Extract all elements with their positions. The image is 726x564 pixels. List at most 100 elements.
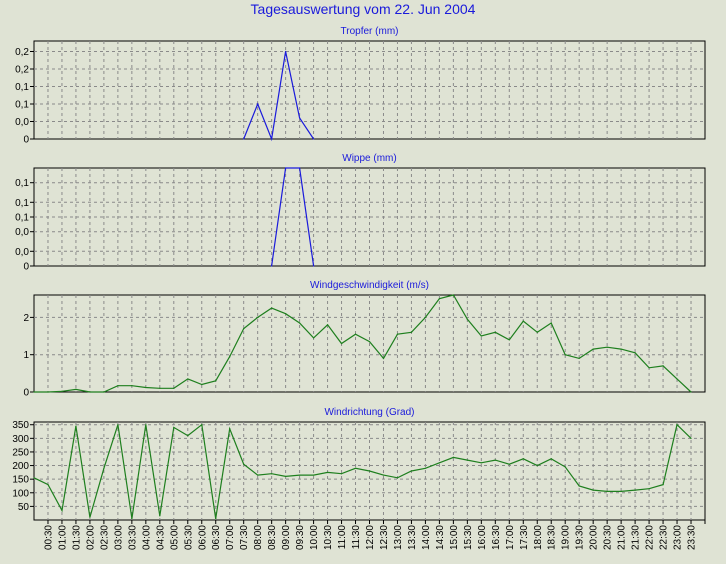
x-tick-label: 20:30	[603, 525, 614, 550]
x-tick-label: 05:00	[169, 525, 180, 550]
data-point	[75, 388, 77, 390]
data-point	[103, 391, 105, 393]
data-point	[396, 477, 399, 479]
data-point	[424, 316, 427, 318]
data-point	[606, 490, 608, 493]
data-point	[173, 426, 175, 429]
series-line	[243, 51, 315, 142]
data-point	[117, 424, 119, 426]
data-point	[285, 313, 287, 315]
x-tick-label: 02:30	[99, 525, 110, 550]
data-point	[410, 331, 413, 333]
data-point	[117, 385, 119, 387]
y-tick-label: 0	[23, 388, 29, 399]
data-point	[536, 331, 538, 333]
data-point	[271, 138, 273, 140]
chart-title: Windgeschwindigkeit (m/s)	[310, 280, 429, 291]
data-point	[159, 515, 161, 517]
x-tick-label: 21:00	[617, 525, 628, 550]
data-point	[173, 387, 175, 389]
data-point	[326, 324, 329, 326]
y-tick-label: 0,1	[15, 178, 29, 189]
x-tick-label: 21:30	[631, 525, 642, 550]
data-point	[131, 518, 133, 520]
x-tick-label: 15:00	[449, 525, 460, 550]
data-point	[354, 467, 357, 469]
data-point	[312, 138, 315, 140]
data-point	[536, 464, 538, 467]
data-point	[243, 327, 245, 330]
data-point	[494, 331, 496, 333]
data-point	[452, 294, 454, 296]
x-tick-label: 17:30	[519, 525, 530, 550]
data-point	[187, 435, 189, 437]
y-tick-label: 0,1	[15, 213, 29, 224]
data-point	[382, 474, 385, 476]
data-point	[131, 385, 133, 387]
data-point	[159, 387, 161, 389]
data-point	[271, 307, 273, 309]
data-point	[243, 138, 245, 140]
series-line	[271, 167, 315, 267]
x-tick-label: 07:00	[225, 525, 236, 550]
x-tick-label: 14:30	[435, 525, 446, 550]
data-point	[299, 117, 301, 119]
data-point	[452, 456, 454, 458]
y-tick-label: 150	[12, 475, 29, 486]
data-point	[438, 462, 440, 464]
data-point	[145, 386, 147, 389]
data-point	[578, 485, 580, 487]
x-tick-label: 16:30	[491, 525, 502, 550]
series-line	[33, 423, 692, 519]
x-tick-label: 04:00	[141, 525, 152, 550]
y-tick-label: 0,2	[15, 65, 29, 76]
data-point	[271, 265, 273, 267]
data-point	[676, 424, 678, 426]
y-tick-label: 2	[23, 313, 29, 324]
data-point	[648, 367, 650, 369]
data-point	[676, 378, 678, 380]
y-tick-label: 350	[12, 420, 29, 431]
data-point	[243, 463, 245, 465]
data-point	[438, 298, 440, 300]
data-point	[285, 167, 287, 169]
data-point	[201, 383, 203, 386]
x-tick-label: 18:30	[547, 525, 558, 550]
data-point	[578, 357, 580, 360]
data-point	[312, 265, 315, 267]
x-tick-label: 00:30	[43, 525, 54, 550]
data-point	[340, 342, 343, 345]
x-tick-label: 23:00	[673, 525, 684, 550]
y-tick-label: 1	[23, 350, 29, 361]
x-tick-label: 19:00	[561, 525, 572, 550]
data-point	[662, 365, 664, 367]
x-tick-label: 06:00	[197, 525, 208, 550]
x-tick-label: 16:00	[477, 525, 488, 550]
data-point	[340, 473, 343, 475]
data-point	[550, 322, 552, 324]
x-tick-label: 08:30	[267, 525, 278, 550]
data-point	[522, 458, 524, 460]
data-point	[257, 474, 259, 476]
x-tick-label: 09:30	[295, 525, 306, 550]
data-point	[187, 378, 189, 380]
y-tick-label: 0,0	[15, 247, 29, 258]
data-point	[690, 391, 692, 393]
x-tick-label: 07:30	[239, 525, 250, 550]
y-tick-label: 0	[23, 135, 29, 146]
data-point	[690, 437, 692, 439]
data-point	[215, 518, 217, 520]
data-point	[201, 424, 203, 426]
x-tick-label: 13:00	[393, 525, 404, 550]
data-point	[662, 484, 664, 486]
data-point	[508, 339, 510, 341]
data-point	[215, 380, 217, 382]
data-point	[229, 355, 231, 358]
data-point	[299, 474, 301, 476]
data-point	[326, 471, 329, 473]
data-point	[396, 333, 399, 335]
x-tick-label: 03:00	[113, 525, 124, 550]
data-point	[47, 391, 49, 393]
data-point	[592, 489, 594, 491]
